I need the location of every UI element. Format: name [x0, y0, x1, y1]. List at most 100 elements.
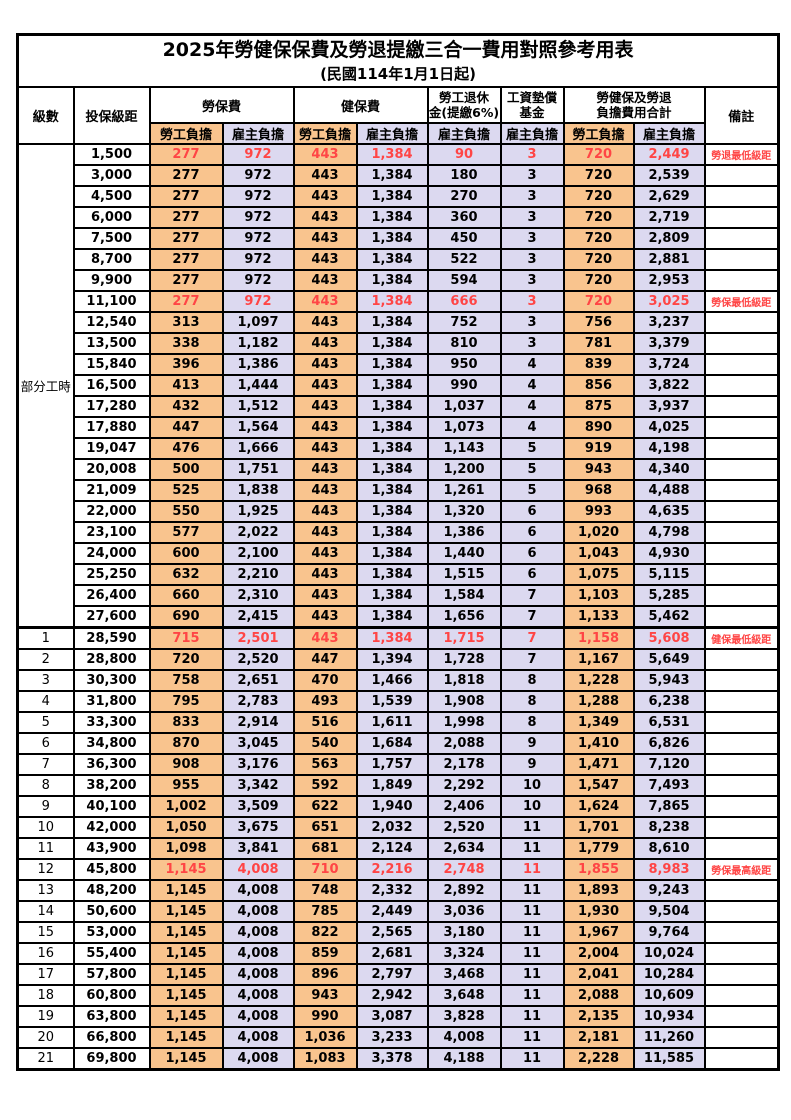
value-cell: 6: [499, 563, 565, 586]
remark-cell: [703, 479, 780, 502]
value-cell: 413: [148, 374, 224, 397]
value-cell: 3: [499, 143, 565, 166]
value-cell: 748: [292, 879, 358, 902]
value-cell: 781: [562, 332, 635, 355]
bracket-cell: 28,590: [72, 626, 151, 650]
value-cell: 6,531: [632, 711, 706, 734]
value-cell: 8: [499, 669, 565, 692]
remark-cell: [703, 900, 780, 923]
table-row: 24,000 600 2,100 443 1,384 1,440 6 1,043…: [18, 542, 780, 565]
value-cell: 1,145: [148, 963, 224, 986]
table-row: 17,880 447 1,564 443 1,384 1,073 4 890 4…: [18, 416, 780, 439]
remark-cell: [703, 395, 780, 418]
value-cell: 2,292: [426, 774, 502, 797]
value-cell: 1,624: [562, 795, 635, 818]
value-cell: 3,176: [221, 753, 295, 776]
header-health-employer-share: 雇主負擔: [355, 122, 429, 145]
value-cell: 10,024: [632, 942, 706, 965]
value-cell: 4,008: [221, 1026, 295, 1049]
bracket-cell: 33,300: [72, 711, 151, 734]
value-cell: 3,036: [426, 900, 502, 923]
remark-cell: [703, 753, 780, 776]
level-cell: 9: [16, 795, 75, 818]
value-cell: 1,384: [355, 143, 429, 166]
value-cell: 11: [499, 1005, 565, 1028]
level-cell: 8: [16, 774, 75, 797]
remark-cell: [703, 984, 780, 1007]
page-title: 2025年勞健保保費及勞退提繳三合一費用對照參考用表: [162, 39, 634, 61]
value-cell: 3,342: [221, 774, 295, 797]
value-cell: 443: [292, 584, 358, 607]
value-cell: 1,779: [562, 837, 635, 860]
value-cell: 1,103: [562, 584, 635, 607]
value-cell: 5: [499, 437, 565, 460]
level-cell: 6: [16, 732, 75, 755]
value-cell: 313: [148, 311, 224, 334]
level-cell: 21: [16, 1047, 75, 1071]
value-cell: 1,564: [221, 416, 295, 439]
value-cell: 2,415: [221, 605, 295, 629]
value-cell: 360: [426, 206, 502, 229]
level-cell: 19: [16, 1005, 75, 1028]
remark-cell: 勞退最低級距: [703, 143, 780, 166]
value-cell: 870: [148, 732, 224, 755]
value-cell: 4,198: [632, 437, 706, 460]
value-cell: 540: [292, 732, 358, 755]
value-cell: 1,182: [221, 332, 295, 355]
table-row: 2 28,800 720 2,520 447 1,394 1,728 7 1,1…: [16, 648, 780, 671]
value-cell: 1,940: [355, 795, 429, 818]
value-cell: 4,008: [221, 921, 295, 944]
value-cell: 11: [499, 1047, 565, 1071]
value-cell: 4,008: [221, 900, 295, 923]
value-cell: 810: [426, 332, 502, 355]
remark-cell: [703, 311, 780, 334]
value-cell: 6,826: [632, 732, 706, 755]
value-cell: 9,764: [632, 921, 706, 944]
bracket-cell: 30,300: [72, 669, 151, 692]
value-cell: 2,449: [355, 900, 429, 923]
level-cell: 13: [16, 879, 75, 902]
value-cell: 943: [562, 458, 635, 481]
remark-cell: [703, 416, 780, 439]
remark-cell: [703, 921, 780, 944]
value-cell: 9,504: [632, 900, 706, 923]
value-cell: 2,797: [355, 963, 429, 986]
value-cell: 2,539: [632, 164, 706, 187]
value-cell: 443: [292, 626, 358, 650]
table-row: 9 40,100 1,002 3,509 622 1,940 2,406 10 …: [16, 795, 780, 818]
value-cell: 1,073: [426, 416, 502, 439]
table-row: 4 31,800 795 2,783 493 1,539 1,908 8 1,2…: [16, 690, 780, 713]
value-cell: 890: [562, 416, 635, 439]
value-cell: 1,384: [355, 542, 429, 565]
value-cell: 432: [148, 395, 224, 418]
value-cell: 11: [499, 942, 565, 965]
value-cell: 4,930: [632, 542, 706, 565]
value-cell: 443: [292, 185, 358, 208]
bracket-cell: 45,800: [72, 858, 151, 881]
value-cell: 1,384: [355, 353, 429, 376]
bracket-cell: 22,000: [72, 500, 151, 523]
value-cell: 2,100: [221, 542, 295, 565]
remark-cell: [703, 605, 780, 629]
table-row: 6 34,800 870 3,045 540 1,684 2,088 9 1,4…: [16, 732, 780, 755]
value-cell: 2,022: [221, 521, 295, 544]
value-cell: 443: [292, 521, 358, 544]
value-cell: 3: [499, 185, 565, 208]
value-cell: 720: [562, 143, 635, 166]
table-row: 20,008 500 1,751 443 1,384 1,200 5 943 4…: [18, 458, 780, 481]
value-cell: 11: [499, 816, 565, 839]
bracket-cell: 21,009: [72, 479, 151, 502]
value-cell: 2,135: [562, 1005, 635, 1028]
bracket-cell: 1,500: [72, 143, 151, 166]
value-cell: 7: [499, 626, 565, 650]
value-cell: 2,942: [355, 984, 429, 1007]
header-total-employee-share: 勞工負擔: [562, 122, 635, 145]
value-cell: 3: [499, 227, 565, 250]
value-cell: 3,509: [221, 795, 295, 818]
remark-cell: 健保最低級距: [703, 626, 780, 650]
remark-cell: [703, 269, 780, 292]
value-cell: 2,501: [221, 626, 295, 650]
value-cell: 1,751: [221, 458, 295, 481]
value-cell: 11: [499, 963, 565, 986]
value-cell: 1,386: [221, 353, 295, 376]
